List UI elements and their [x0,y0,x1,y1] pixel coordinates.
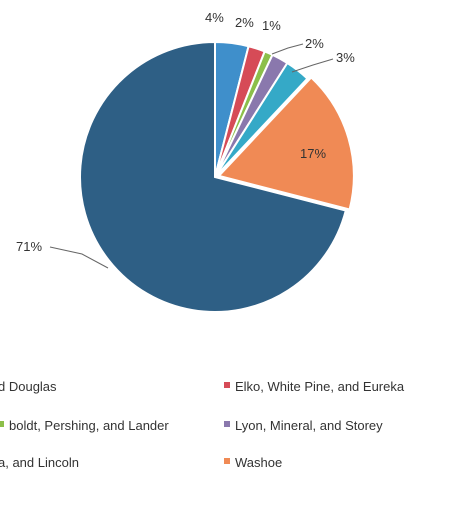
legend-swatch-1-1 [224,421,230,427]
legend-swatch-1-0 [0,421,4,427]
leader-line-3 [271,43,304,55]
legend-label-1-1: Lyon, Mineral, and Storey [235,418,383,433]
legend-label-2-1: Washoe [235,455,282,470]
legend: d Douglas Elko, White Pine, and Eureka bol… [0,379,405,470]
legend-label-0-1: Elko, White Pine, and Eureka [235,379,405,394]
slice-label-5: 17% [300,146,326,161]
legend-swatch-0-1 [224,382,230,388]
slice-label-4: 3% [336,50,355,65]
pie-slice-6 [79,40,347,313]
legend-label-1-0: boldt, Pershing, and Lander [9,418,169,433]
leader-line-4 [291,58,334,73]
leader-lines [49,43,334,269]
pie-slice-5 [216,76,355,211]
slice-labels: 4% 2% 1% 2% 3% 17% 71% [16,10,355,254]
slice-label-0: 4% [205,10,224,25]
legend-label-0-0: d Douglas [0,379,57,394]
slice-label-1: 2% [235,15,254,30]
leader-line-6 [49,246,109,269]
slice-label-6: 71% [16,239,42,254]
pie-slices [79,40,355,313]
legend-label-2-0: a, and Lincoln [0,455,79,470]
slice-label-2: 1% [262,18,281,33]
legend-swatch-2-1 [224,458,230,464]
slice-label-3: 2% [305,36,324,51]
